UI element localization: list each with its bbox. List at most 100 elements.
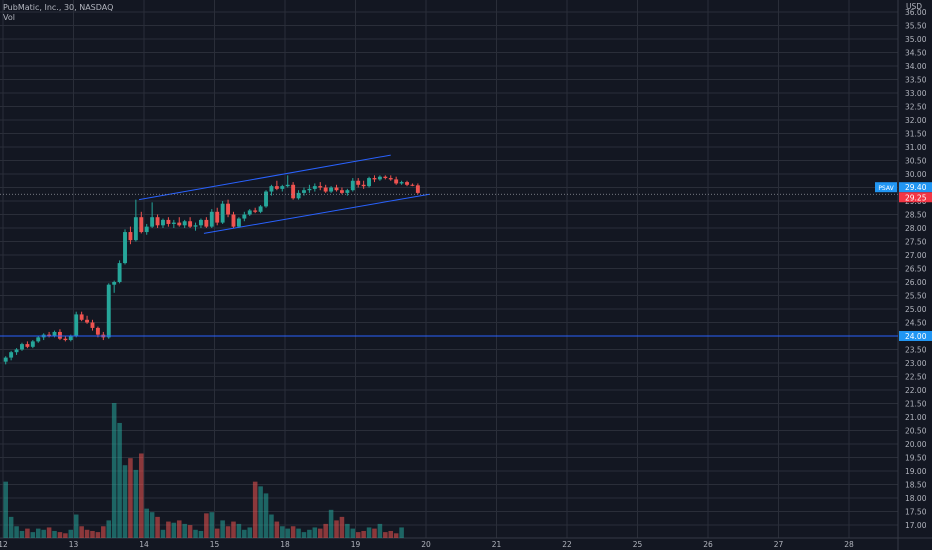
volume-bar [133,469,139,538]
candle-body [57,331,62,339]
candle-body [20,344,24,350]
volume-bar [3,481,8,538]
price-axis-tick-label: 26.50 [905,265,927,274]
candle-body [253,210,258,212]
volume-bar [57,532,63,538]
candle-body [367,178,372,187]
volume-bar [220,520,225,538]
volume-bar [242,529,247,538]
price-axis-tick-label: 21.50 [905,400,927,409]
volume-bar [187,525,193,538]
volume-bar [383,532,388,538]
candle-body [198,219,203,226]
channel-lower-line [203,193,430,234]
candle-body [231,214,236,227]
candle-body [144,226,149,233]
candle-body [291,184,296,199]
volume-bar [117,422,122,538]
volume-bars [3,403,404,538]
candle-body [47,334,52,336]
price-axis-tick-label: 18.00 [905,494,927,503]
time-axis-tick-label: 20 [421,540,431,549]
volume-bar [285,528,290,538]
candle-body [128,232,133,241]
candle-body [193,225,198,227]
volume-bar [312,527,318,538]
candle-body [388,178,393,180]
volume-bar [106,520,112,538]
price-tag-caption: PSAV [878,185,894,192]
candle-body [177,222,182,226]
candle-body [85,319,90,323]
candle-body [410,184,415,186]
volume-bar [214,528,220,538]
candle-body [399,182,404,184]
symbol-title[interactable]: PubMatic, Inc., 30, NASDAQ [3,3,114,12]
volume-bar [328,509,334,538]
volume-bar [25,528,30,538]
price-axis-tick-label: 17.50 [905,508,927,517]
candle-body [79,314,84,320]
candle-body [215,211,220,223]
candle-body [372,178,377,180]
price-tag-value: 29.40 [905,183,927,192]
volume-bar [323,523,328,538]
time-axis-tick-label: 27 [774,540,784,549]
candle-body [242,214,247,219]
candle-body [14,349,19,353]
volume-bar [19,530,25,538]
price-tag [899,182,932,193]
price-axis-tick-label: 31.00 [905,143,927,152]
volume-bar [296,528,301,538]
volume-bar [209,512,215,538]
price-axis-tick-label: 19.00 [905,467,927,476]
price-axis-tick-label: 17.00 [905,521,927,530]
volume-indicator-label[interactable]: Vol [3,13,15,22]
volume-bar [388,530,394,538]
candle-body [356,180,361,185]
volume-bar [84,529,90,538]
candle-body [52,331,57,336]
time-axis-tick-label: 22 [562,540,572,549]
candle-body [307,188,312,191]
candle-body [182,221,187,226]
volume-bar [225,526,231,538]
price-axis-tick-label: 20.50 [905,427,927,436]
price-axis-tick-label: 28.00 [905,224,927,233]
candle-body [25,344,30,347]
volume-bar [90,530,95,538]
price-axis-tick-label: 28.50 [905,211,927,220]
volume-bar [14,526,19,538]
horizontal-level-tag [899,331,932,341]
candle-body [383,176,388,179]
volume-bar [95,532,101,538]
candle-body [95,327,100,335]
volume-bar [35,528,41,538]
candle-body [394,179,399,184]
volume-bar [345,523,350,538]
volume-bar [68,529,74,538]
price-axis-tick-label: 27.50 [905,238,927,247]
price-tag-value: 29.25 [905,193,927,202]
time-axis-tick-label: 21 [492,540,502,549]
candle-body [166,219,171,224]
volume-bar [274,521,280,538]
price-axis-tick-label: 32.00 [905,116,927,125]
price-axis-tick-label: 25.50 [905,292,927,301]
price-axis-tick-label: 23.00 [905,359,927,368]
volume-bar [263,493,269,538]
price-axis-tick-label: 22.00 [905,386,927,395]
candle-body [312,186,317,189]
price-axis-tick-label: 35.00 [905,35,927,44]
volume-bar [63,533,68,538]
price-axis-tick-label: 24.50 [905,319,927,328]
volume-bar [166,521,171,538]
candle-body [339,190,344,193]
volume-bar [79,526,84,538]
volume-bar [355,532,361,538]
volume-bar [399,527,404,538]
volume-bar [149,512,155,538]
candle-body [329,187,334,192]
price-axis-tick-label: 21.00 [905,413,927,422]
